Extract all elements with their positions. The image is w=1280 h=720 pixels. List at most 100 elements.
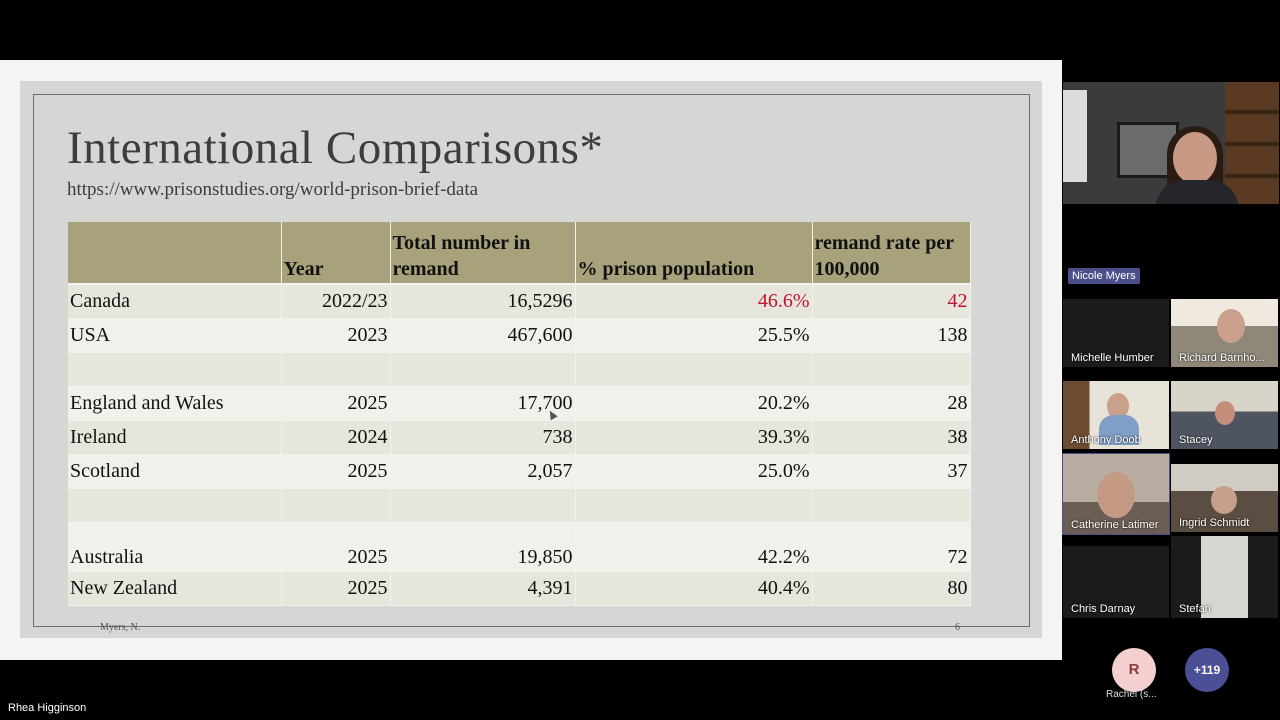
participant-tile[interactable]: Chris Darnay [1063,546,1169,618]
total-cell: 2,057 [390,454,576,489]
country-cell: England and Wales [68,386,282,421]
participant-tile[interactable]: Catherine Latimer [1062,453,1170,535]
country-cell: Scotland [68,454,282,489]
participant-tile[interactable]: Richard Barnho... [1171,299,1278,367]
shared-screen: International Comparisons* https://www.p… [0,60,1062,660]
speaker-face [1173,132,1217,184]
table-row: Ireland 2024 738 39.3% 38 [68,420,971,455]
participant-tile[interactable]: Stefan [1171,536,1278,618]
speaker-body [1155,180,1239,204]
participant-name: Richard Barnho... [1179,352,1265,364]
percent-cell: 39.3% [575,420,813,455]
remand-comparison-table: Year Total number in remand % prison pop… [68,222,971,606]
column-header [68,222,282,285]
year-cell: 2022/23 [281,284,391,319]
rate-cell [812,352,971,387]
column-header-rate: remand rate per 100,000 [812,222,971,285]
participant-face [1211,486,1237,514]
video-background-bookshelf [1225,82,1279,204]
column-header-total: Total number in remand [390,222,576,285]
participant-name: Catherine Latimer [1071,519,1159,531]
active-speaker-video[interactable] [1063,82,1279,204]
percent-cell: 46.6% [575,284,813,319]
country-cell: USA [68,318,282,353]
slide-footer-author: Myers, N. [100,622,141,633]
slide-source-url: https://www.prisonstudies.org/world-pris… [67,179,479,200]
participant-tile[interactable]: Stacey [1171,381,1278,449]
year-cell: 2025 [281,454,391,489]
slide-frame [33,94,1030,627]
table-row: New Zealand 2025 4,391 40.4% 80 [68,571,971,606]
year-cell [281,488,391,523]
percent-cell: 25.5% [575,318,813,353]
participant-name: Michelle Humber [1071,352,1154,364]
participant-face [1215,401,1235,425]
table-row-empty [68,488,971,523]
year-cell: 2023 [281,318,391,353]
video-background-window [1063,90,1087,182]
total-cell [390,488,576,523]
rate-cell [812,488,971,523]
participant-name: Chris Darnay [1071,603,1136,615]
year-cell: 2025 [281,386,391,421]
total-cell: 4,391 [390,571,576,606]
table-row: Australia 2025 19,850 42.2% 72 [68,522,971,572]
rate-cell: 37 [812,454,971,489]
active-speaker-name: Nicole Myers [1068,268,1140,284]
participant-face [1097,472,1135,518]
participant-name: Anthony Doob [1071,434,1141,446]
total-cell [390,352,576,387]
total-cell: 17,700 [390,386,576,421]
participant-tile[interactable]: Anthony Doob [1063,381,1169,449]
total-cell: 467,600 [390,318,576,353]
participant-name: Stacey [1179,434,1213,446]
participant-name: Stefan [1179,603,1211,615]
table-row: Scotland 2025 2,057 25.0% 37 [68,454,971,489]
rate-cell: 80 [812,571,971,606]
percent-cell: 42.2% [575,522,813,572]
slide-page-number: 6 [955,622,960,633]
participant-avatar-name: Rachel (s... [1106,689,1157,700]
column-header-percent: % prison population [575,222,813,285]
self-view-name: Rhea Higginson [8,702,87,714]
table-row: Canada 2022/23 16,5296 46.6% 42 [68,284,971,319]
participant-tile[interactable]: Ingrid Schmidt [1171,464,1278,532]
participant-name: Ingrid Schmidt [1179,517,1250,529]
percent-cell: 40.4% [575,571,813,606]
percent-cell: 25.0% [575,454,813,489]
year-cell: 2025 [281,571,391,606]
rate-cell: 38 [812,420,971,455]
slide-title: International Comparisons* [67,122,604,174]
presentation-slide: International Comparisons* https://www.p… [20,81,1042,638]
year-cell: 2024 [281,420,391,455]
country-cell [68,488,282,523]
participant-tile[interactable]: Michelle Humber [1063,299,1169,367]
percent-cell [575,488,813,523]
rate-cell: 28 [812,386,971,421]
year-cell [281,352,391,387]
country-cell: Australia [68,522,282,572]
table-header-row: Year Total number in remand % prison pop… [68,222,971,285]
participant-body [1099,415,1139,445]
total-cell: 19,850 [390,522,576,572]
rate-cell: 42 [812,284,971,319]
year-cell: 2025 [281,522,391,572]
participant-video [1201,536,1248,618]
percent-cell [575,352,813,387]
more-participants-button[interactable]: +119 [1185,648,1229,692]
participant-face [1107,393,1129,419]
participant-face [1217,309,1245,343]
total-cell: 16,5296 [390,284,576,319]
table-row-empty [68,352,971,387]
country-cell: New Zealand [68,571,282,606]
participant-avatar[interactable]: R [1112,648,1156,692]
total-cell: 738 [390,420,576,455]
table-row: England and Wales 2025 17,700 20.2% 28 [68,386,971,421]
rate-cell: 72 [812,522,971,572]
country-cell: Ireland [68,420,282,455]
percent-cell: 20.2% [575,386,813,421]
country-cell [68,352,282,387]
country-cell: Canada [68,284,282,319]
rate-cell: 138 [812,318,971,353]
table-row: USA 2023 467,600 25.5% 138 [68,318,971,353]
